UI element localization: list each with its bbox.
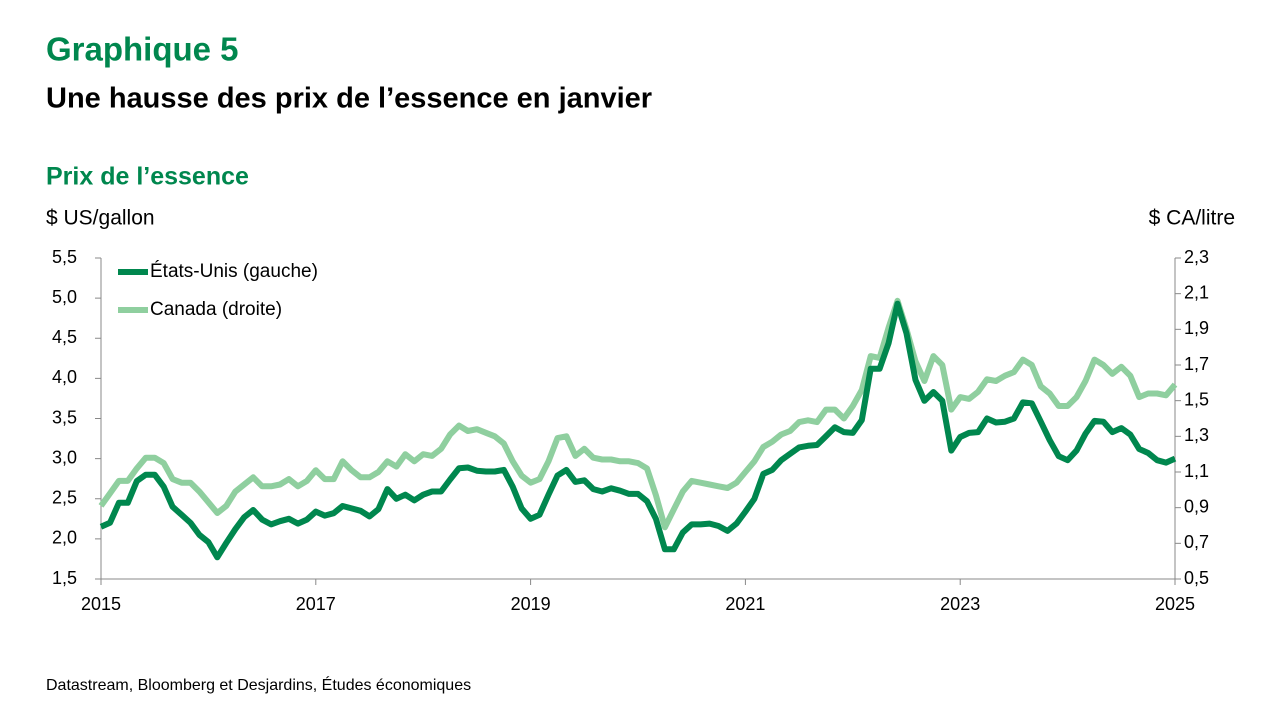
y2-tick-label: 1,3 <box>1184 425 1209 445</box>
x-tick-label: 2023 <box>940 594 980 614</box>
y2-tick-label: 0,5 <box>1184 568 1209 588</box>
x-tick-label: 2019 <box>511 594 551 614</box>
y-axis-label: $ US/gallon <box>46 207 155 230</box>
y2-tick-label: 2,3 <box>1184 247 1209 267</box>
y-tick-label: 5,0 <box>52 287 77 307</box>
series-line <box>99 300 1177 561</box>
chart-subtitle: Une hausse des prix de l’essence en janv… <box>46 83 652 115</box>
y-tick-label: 4,0 <box>52 367 77 387</box>
y-tick-label: 2,0 <box>52 528 77 548</box>
y2-tick-label: 1,5 <box>1184 389 1209 409</box>
x-tick-label: 2021 <box>725 594 765 614</box>
source-note: Datastream, Bloomberg et Desjardins, Étu… <box>46 675 471 694</box>
x-tick-label: 2017 <box>296 594 336 614</box>
y2-tick-label: 2,1 <box>1184 282 1209 302</box>
y2-tick-label: 0,9 <box>1184 496 1209 516</box>
chart-title: Graphique 5 <box>46 31 239 68</box>
x-tick-label: 2015 <box>81 594 121 614</box>
legend-label: Canada (droite) <box>150 299 282 320</box>
y2-axis-label: $ CA/litre <box>1149 207 1235 230</box>
y-tick-label: 1,5 <box>52 568 77 588</box>
y2-tick-label: 1,9 <box>1184 318 1209 338</box>
y2-tick-label: 0,7 <box>1184 532 1209 552</box>
y-tick-label: 5,5 <box>52 247 77 267</box>
y-tick-label: 4,5 <box>52 327 77 347</box>
y2-tick-label: 1,7 <box>1184 354 1209 374</box>
series-line <box>98 297 1178 531</box>
y-tick-label: 3,0 <box>52 447 77 467</box>
y2-tick-label: 1,1 <box>1184 461 1209 481</box>
x-tick-label: 2025 <box>1155 594 1195 614</box>
panel-title: Prix de l’essence <box>46 163 249 191</box>
legend-label: États-Unis (gauche) <box>150 261 318 282</box>
y-tick-label: 2,5 <box>52 488 77 508</box>
y-tick-label: 3,5 <box>52 407 77 427</box>
